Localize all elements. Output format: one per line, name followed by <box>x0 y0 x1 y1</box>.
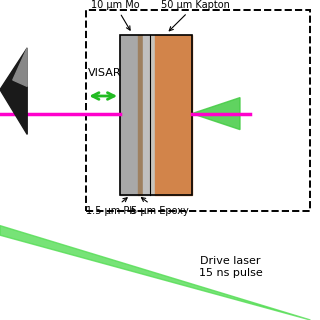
Polygon shape <box>192 98 240 130</box>
Text: 10 μm Mo: 10 μm Mo <box>91 0 140 30</box>
Bar <box>120 35 192 195</box>
Bar <box>155 35 192 195</box>
Bar <box>138 35 143 195</box>
Text: 1.5 μm Pb: 1.5 μm Pb <box>85 198 135 216</box>
Bar <box>86 10 310 211</box>
Text: 50 μm Kapton: 50 μm Kapton <box>161 0 230 31</box>
Text: VISAR: VISAR <box>88 68 122 78</box>
Text: Drive laser
15 ns pulse: Drive laser 15 ns pulse <box>198 256 262 277</box>
Bar <box>143 35 149 195</box>
Polygon shape <box>0 226 310 320</box>
Bar <box>120 35 138 195</box>
Polygon shape <box>0 48 27 134</box>
Text: 5 μm Epoxy: 5 μm Epoxy <box>131 198 189 216</box>
Bar <box>149 35 155 195</box>
Polygon shape <box>13 48 27 86</box>
